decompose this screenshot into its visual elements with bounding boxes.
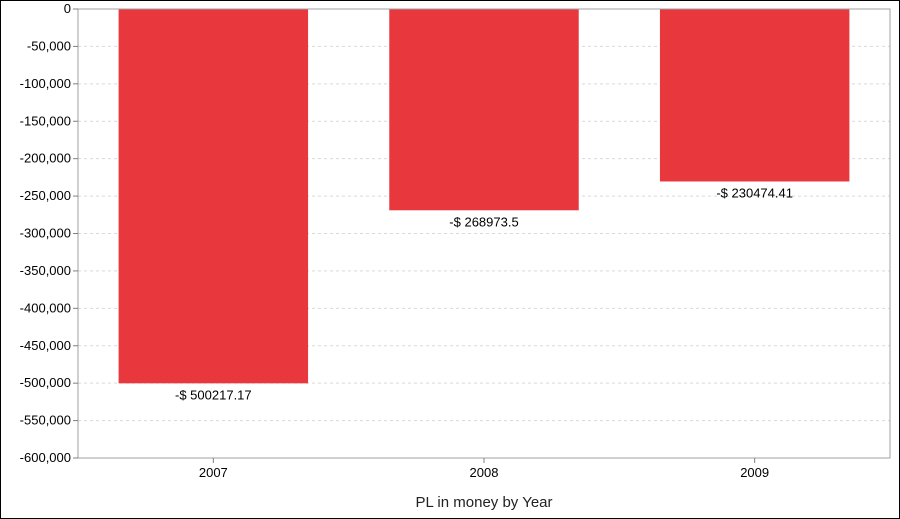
- bar-layer: [118, 9, 850, 384]
- bar-2008: [389, 9, 579, 211]
- y-axis-ticks: 0 -50,000 -100,000 -150,000 -200,000 -250,000…: [20, 1, 78, 465]
- y-tick-label: -250,000: [20, 188, 71, 203]
- data-label-2007: -$ 500217.17: [175, 387, 252, 402]
- y-tick-label: -150,000: [20, 113, 71, 128]
- bar-2009: [659, 9, 850, 182]
- y-tick-label: -350,000: [20, 263, 71, 278]
- y-tick-label: -600,000: [20, 450, 71, 465]
- y-tick-label: -400,000: [20, 300, 71, 315]
- x-axis-title: PL in money by Year: [415, 494, 552, 511]
- y-tick-label: -300,000: [20, 226, 71, 241]
- data-label-2009: -$ 230474.41: [716, 185, 793, 200]
- bar-2007: [118, 9, 309, 384]
- data-label-2008: -$ 268973.5: [449, 214, 518, 229]
- y-tick-label: 0: [64, 1, 71, 16]
- y-tick-label: -500,000: [20, 375, 71, 390]
- x-tick-label: 2009: [740, 465, 769, 480]
- y-tick-label: -200,000: [20, 151, 71, 166]
- x-tick-label: 2007: [199, 465, 228, 480]
- x-tick-label: 2008: [470, 465, 499, 480]
- y-tick-label: -550,000: [20, 413, 71, 428]
- data-label-layer: -$ 500217.17 -$ 268973.5 -$ 230474.41: [175, 185, 793, 402]
- y-tick-label: -50,000: [27, 38, 71, 53]
- y-tick-label: -100,000: [20, 76, 71, 91]
- x-axis-ticks: 2007 2008 2009: [199, 458, 769, 480]
- y-tick-label: -450,000: [20, 338, 71, 353]
